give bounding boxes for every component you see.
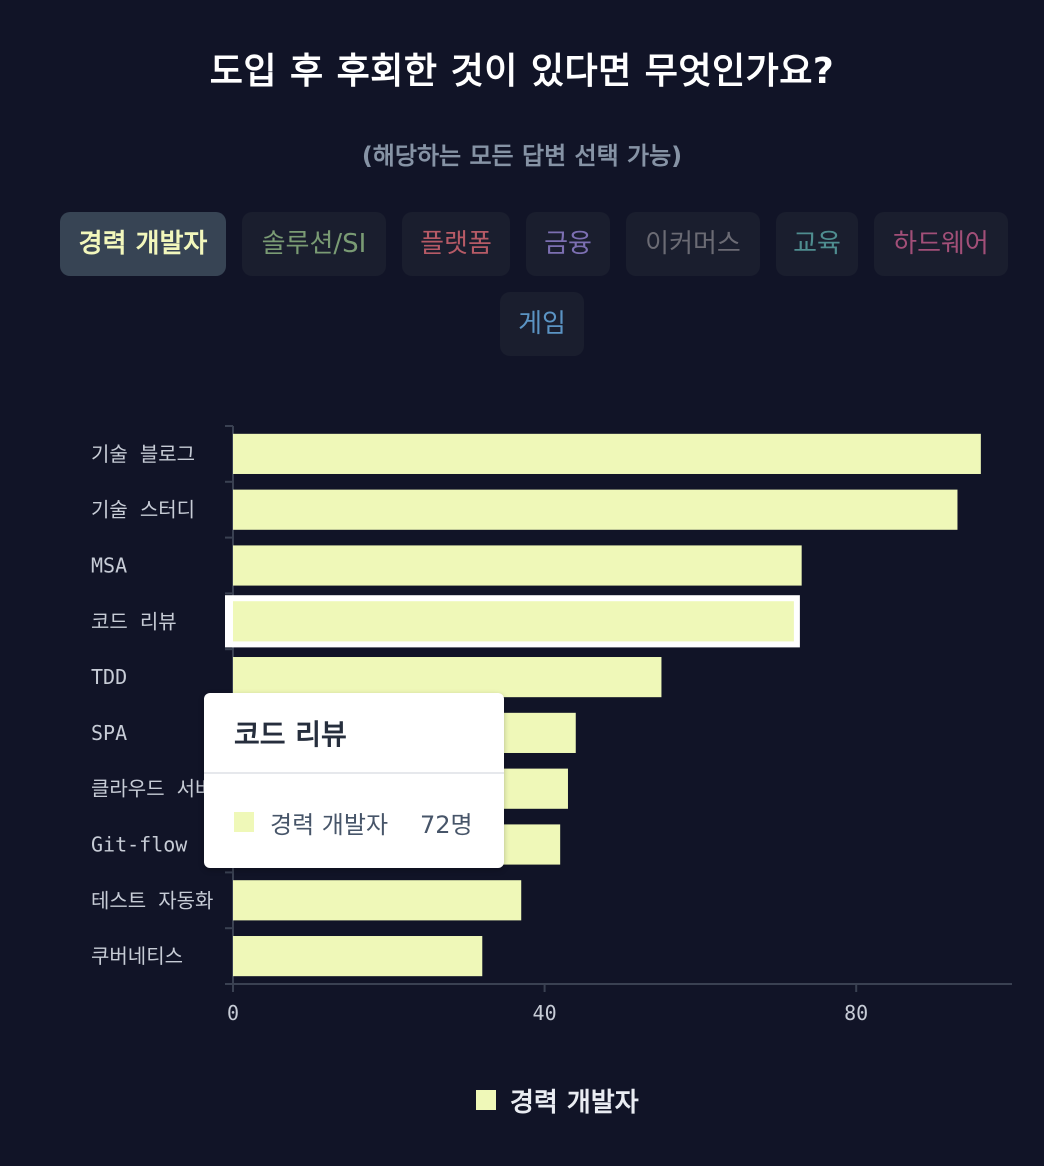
- tooltip-value: 72명: [420, 811, 473, 839]
- category-label: 코드 리뷰: [91, 609, 177, 633]
- bar[interactable]: [233, 489, 958, 530]
- tab-game[interactable]: 게임: [500, 292, 584, 356]
- tab-finance[interactable]: 금융: [526, 212, 610, 276]
- x-tick-label: 80: [844, 1001, 868, 1025]
- chart-subtitle: (해당하는 모든 답변 선택 가능): [361, 142, 683, 170]
- category-label: MSA: [91, 554, 127, 578]
- legend-label: 경력 개발자: [510, 1087, 639, 1118]
- category-label: Git-flow: [91, 833, 188, 857]
- category-label: 기술 블로그: [91, 442, 195, 466]
- tooltip-divider: [204, 772, 504, 774]
- category-label: 쿠버네티스: [91, 944, 183, 968]
- bar[interactable]: [233, 545, 802, 586]
- chart-tooltip: 코드 리뷰 경력 개발자 72명: [204, 693, 504, 868]
- legend-swatch: [476, 1090, 496, 1110]
- chart-title: 도입 후 후회한 것이 있다면 무엇인가요?: [209, 51, 835, 92]
- bar[interactable]: [233, 657, 662, 698]
- tab-hardware[interactable]: 하드웨어: [874, 212, 1008, 276]
- x-tick-label: 40: [533, 1001, 557, 1025]
- tooltip-series-name: 경력 개발자: [270, 811, 389, 839]
- x-tick-label: 0: [227, 1001, 239, 1025]
- category-label: 기술 스터디: [91, 498, 195, 522]
- tab-experienced-developer[interactable]: 경력 개발자: [60, 212, 226, 276]
- category-label: 테스트 자동화: [91, 888, 213, 912]
- tab-ecommerce[interactable]: 이커머스: [626, 212, 760, 276]
- tooltip-title: 코드 리뷰: [234, 718, 347, 751]
- tab-platform[interactable]: 플랫폼: [402, 212, 510, 276]
- tooltip-series-swatch: [234, 812, 254, 832]
- chart-legend[interactable]: 경력 개발자: [476, 1080, 639, 1120]
- bar[interactable]: [233, 601, 794, 642]
- bar[interactable]: [233, 936, 483, 977]
- category-label: TDD: [91, 665, 127, 689]
- bar[interactable]: [233, 433, 981, 474]
- tab-solution-si[interactable]: 솔루션/SI: [242, 212, 386, 276]
- tab-education[interactable]: 교육: [776, 212, 858, 276]
- category-label: SPA: [91, 721, 127, 745]
- bar[interactable]: [233, 880, 522, 921]
